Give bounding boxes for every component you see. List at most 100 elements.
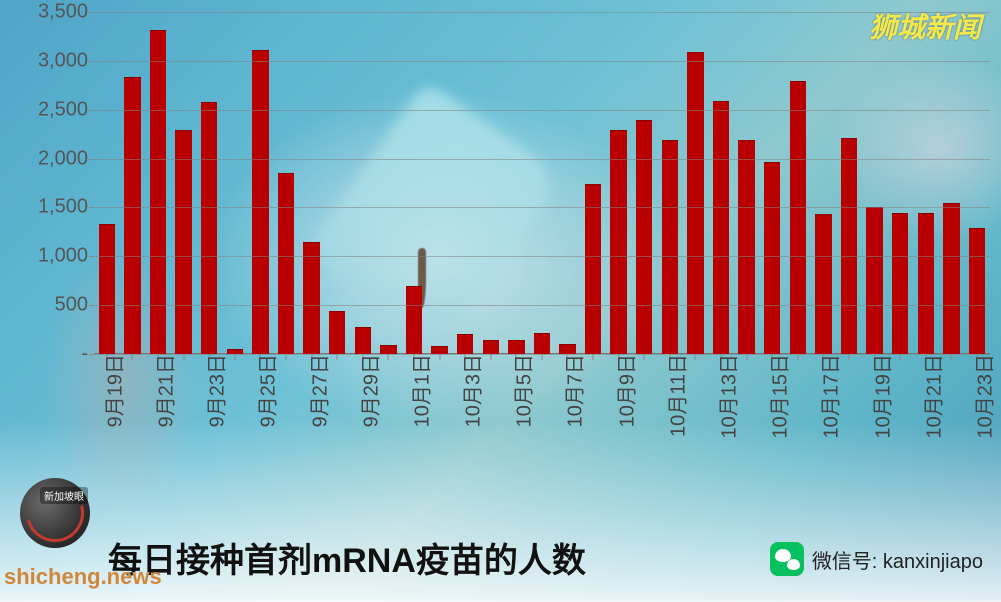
bar-slot [785,12,811,354]
bar [892,213,908,354]
bar-slot: 9月29日 [350,12,376,354]
y-tick [89,110,94,111]
x-axis-label: 10月5日 [496,354,537,427]
bar-slot: 10月11日 [657,12,683,354]
bar-slot [887,12,913,354]
bar [918,213,934,354]
bar-slot [529,12,555,354]
bar [790,81,806,354]
bar [278,173,294,354]
y-tick [89,61,94,62]
y-axis-label: - [20,343,88,366]
x-axis-label: 10月9日 [598,354,639,427]
bar-slot: 10月5日 [504,12,530,354]
bar-chart: 9月19日9月21日9月23日9月25日9月27日9月29日10月1日10月3日… [12,2,996,500]
bar [406,286,422,354]
bar [431,346,447,354]
plot-area: 9月19日9月21日9月23日9月25日9月27日9月29日10月1日10月3日… [94,12,990,354]
bar [559,344,575,354]
wechat-badge: 微信号: kanxinjiapo [770,542,983,576]
x-axis-label: 10月15日 [752,354,793,439]
bar [636,120,652,354]
bar [687,52,703,354]
y-axis-label: 2,000 [20,147,88,170]
gridline [94,61,990,62]
bar [380,345,396,354]
bar-slot: 10月7日 [555,12,581,354]
chart-caption: 每日接种首剂mRNA疫苗的人数 [108,533,586,582]
bar-slot [478,12,504,354]
bar-slot [273,12,299,354]
y-axis-label: 1,000 [20,245,88,268]
x-axis-label: 10月19日 [854,354,895,439]
bar [483,340,499,354]
gridline [94,305,990,306]
x-axis-label: 9月29日 [342,354,383,427]
bar [124,77,140,354]
bar-slot [683,12,709,354]
y-axis-label: 500 [20,294,88,317]
gridline [94,207,990,208]
gridline [94,12,990,13]
bar-slot [734,12,760,354]
bar-slot: 9月21日 [145,12,171,354]
bar-slot: 9月25日 [248,12,274,354]
bar-slot [324,12,350,354]
y-tick [89,207,94,208]
y-tick [89,305,94,306]
bar [99,224,115,354]
bar [969,228,985,354]
bar-slot [120,12,146,354]
bar [662,140,678,354]
bar [329,311,345,354]
y-axis-label: 2,500 [20,98,88,121]
y-tick [89,159,94,160]
bar [866,207,882,354]
bar [534,333,550,354]
y-tick [89,12,94,13]
bar [764,162,780,354]
x-axis-label: 9月25日 [240,354,281,427]
x-axis-label: 10月23日 [956,354,997,439]
x-axis-label: 10月21日 [905,354,946,439]
bar-slot: 10月9日 [606,12,632,354]
bar [201,102,217,354]
bar-slot [580,12,606,354]
bar [355,327,371,354]
bar-slot [427,12,453,354]
bar-slot: 10月21日 [913,12,939,354]
wechat-label: 微信号: kanxinjiapo [812,545,983,574]
x-axis-label: 9月23日 [189,354,230,427]
x-axis-label: 10月13日 [701,354,742,439]
bar-slot: 9月27日 [299,12,325,354]
bar-slot: 10月23日 [964,12,990,354]
y-axis-label: 1,500 [20,196,88,219]
gridline [94,256,990,257]
bar [303,242,319,354]
bar [585,184,601,354]
bar-slot: 10月17日 [811,12,837,354]
x-axis-label: 10月7日 [547,354,588,427]
y-tick [89,256,94,257]
bar [943,203,959,354]
y-axis-label: 3,500 [20,1,88,24]
x-axis-label: 9月21日 [137,354,178,427]
x-axis-label: 10月17日 [803,354,844,439]
bar [738,140,754,354]
bar-slot [939,12,965,354]
bars-container: 9月19日9月21日9月23日9月25日9月27日9月29日10月1日10月3日… [94,12,990,354]
bar-slot: 10月3日 [452,12,478,354]
x-axis-label: 10月3日 [445,354,486,427]
bar [252,50,268,354]
x-axis-label: 10月1日 [393,354,434,427]
y-axis-label: 3,000 [20,49,88,72]
bar-slot [631,12,657,354]
bar-slot: 9月19日 [94,12,120,354]
bar-slot [171,12,197,354]
bar [841,138,857,354]
bar-slot [222,12,248,354]
bar-slot [836,12,862,354]
bar-slot: 10月15日 [759,12,785,354]
bar [457,334,473,354]
wechat-icon [770,542,804,576]
